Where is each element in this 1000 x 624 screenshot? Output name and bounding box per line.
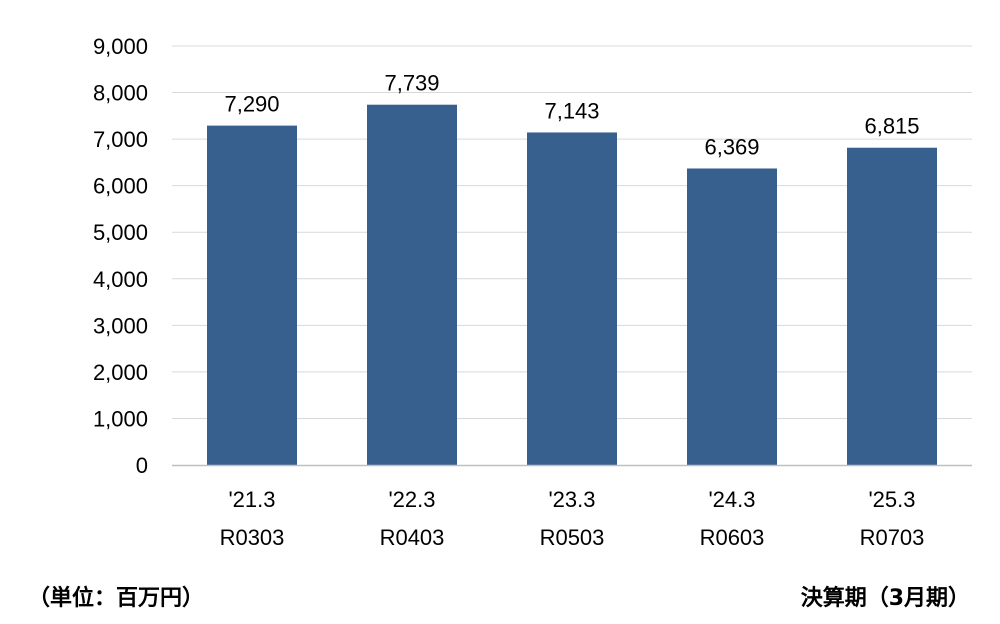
y-tick-label: 7,000 [93, 127, 148, 152]
y-tick-label: 1,000 [93, 406, 148, 431]
y-tick-label: 0 [136, 453, 148, 478]
data-labels: 7,290 7,739 7,143 6,369 6,815 [224, 71, 919, 160]
data-label: 6,815 [864, 114, 919, 139]
bars [207, 104, 937, 466]
data-label: 7,143 [544, 98, 599, 123]
x-tick-label: R0403 [380, 525, 445, 550]
bar [527, 132, 617, 465]
x-tick-label: '22.3 [388, 487, 435, 512]
y-axis-tick-labels: 0 1,000 2,000 3,000 4,000 5,000 6,000 7,000 8,00… [93, 34, 148, 478]
x-tick-label: R0703 [860, 525, 925, 550]
y-tick-label: 9,000 [93, 34, 148, 59]
unit-note: （単位：百万円） [28, 586, 205, 611]
bar [367, 104, 457, 466]
bar [687, 168, 777, 465]
x-axis-category-labels: '21.3 R0303 '22.3 R0403 '23.3 R0503 '24.3 R0603… [220, 487, 925, 550]
y-tick-label: 6,000 [93, 174, 148, 199]
data-label: 6,369 [704, 134, 759, 159]
x-tick-label: R0303 [220, 525, 285, 550]
data-label: 7,739 [384, 71, 439, 96]
x-tick-label: '23.3 [548, 487, 595, 512]
fiscal-period-note: 決算期（3月期） [800, 586, 970, 611]
x-tick-label: '21.3 [228, 487, 275, 512]
bar [207, 125, 297, 466]
x-tick-label: '25.3 [868, 487, 915, 512]
y-tick-label: 8,000 [93, 81, 148, 106]
x-tick-label: R0603 [700, 525, 765, 550]
x-tick-label: R0503 [540, 525, 605, 550]
y-tick-label: 5,000 [93, 220, 148, 245]
data-label: 7,290 [224, 92, 279, 117]
y-tick-label: 2,000 [93, 360, 148, 385]
y-tick-label: 4,000 [93, 267, 148, 292]
bar [847, 147, 937, 466]
y-tick-label: 3,000 [93, 313, 148, 338]
x-tick-label: '24.3 [708, 487, 755, 512]
